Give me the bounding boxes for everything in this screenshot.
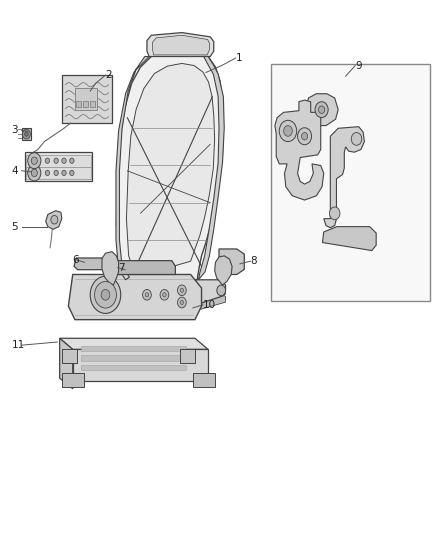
Polygon shape — [215, 256, 232, 285]
Bar — [271, 64, 430, 301]
Polygon shape — [62, 373, 84, 387]
Text: 4: 4 — [12, 166, 18, 176]
Bar — [75, 88, 97, 110]
Bar — [81, 356, 186, 361]
Text: 11: 11 — [12, 340, 25, 350]
Text: 9: 9 — [355, 61, 362, 70]
Polygon shape — [127, 63, 215, 277]
Polygon shape — [21, 128, 31, 140]
Circle shape — [217, 285, 226, 296]
Polygon shape — [68, 274, 201, 320]
Polygon shape — [113, 287, 226, 306]
Circle shape — [318, 106, 325, 114]
Circle shape — [90, 276, 121, 313]
Polygon shape — [60, 338, 73, 389]
Polygon shape — [275, 100, 324, 200]
Polygon shape — [73, 349, 208, 381]
Circle shape — [31, 169, 37, 176]
Polygon shape — [193, 373, 215, 387]
Polygon shape — [152, 35, 209, 55]
Polygon shape — [219, 249, 244, 274]
Circle shape — [351, 133, 362, 146]
Circle shape — [143, 289, 151, 300]
Circle shape — [70, 158, 74, 164]
Circle shape — [301, 133, 307, 140]
Polygon shape — [46, 211, 62, 229]
Circle shape — [45, 170, 49, 175]
Circle shape — [329, 207, 340, 220]
Circle shape — [177, 297, 186, 308]
Circle shape — [51, 215, 58, 224]
Text: 8: 8 — [251, 256, 257, 266]
Polygon shape — [60, 338, 208, 349]
Bar — [90, 101, 95, 107]
Circle shape — [145, 293, 149, 297]
Polygon shape — [198, 56, 224, 280]
Circle shape — [25, 132, 28, 136]
Polygon shape — [25, 152, 92, 181]
Text: 1: 1 — [236, 53, 242, 63]
Polygon shape — [112, 261, 175, 274]
Polygon shape — [62, 75, 112, 123]
Polygon shape — [113, 295, 226, 314]
Circle shape — [54, 170, 58, 175]
Circle shape — [180, 301, 184, 305]
Bar — [26, 167, 91, 179]
Circle shape — [160, 289, 169, 300]
Bar — [81, 365, 186, 370]
Text: 7: 7 — [118, 263, 124, 272]
Polygon shape — [102, 252, 119, 285]
Circle shape — [177, 285, 186, 296]
Text: 5: 5 — [12, 222, 18, 232]
Text: 10: 10 — [203, 300, 216, 310]
Circle shape — [180, 288, 184, 293]
Circle shape — [279, 120, 297, 142]
Polygon shape — [322, 227, 376, 251]
Circle shape — [315, 102, 328, 118]
Text: 6: 6 — [72, 255, 78, 265]
Polygon shape — [147, 33, 214, 56]
Circle shape — [297, 128, 311, 145]
Bar — [81, 346, 186, 351]
Circle shape — [162, 293, 166, 297]
Polygon shape — [117, 49, 223, 288]
Text: 2: 2 — [106, 70, 112, 80]
Polygon shape — [116, 56, 149, 280]
Circle shape — [45, 158, 49, 164]
Circle shape — [22, 130, 30, 139]
Circle shape — [54, 158, 58, 164]
Circle shape — [31, 157, 37, 165]
Circle shape — [28, 153, 41, 168]
Text: 3: 3 — [12, 125, 18, 135]
Circle shape — [284, 126, 292, 136]
Circle shape — [95, 281, 117, 308]
Circle shape — [101, 289, 110, 300]
Circle shape — [70, 170, 74, 175]
Polygon shape — [180, 349, 195, 362]
Polygon shape — [324, 127, 364, 228]
Circle shape — [28, 165, 41, 181]
Polygon shape — [62, 349, 77, 362]
Circle shape — [62, 170, 66, 175]
Polygon shape — [74, 258, 113, 270]
Bar — [26, 155, 91, 166]
Polygon shape — [305, 94, 338, 126]
Bar — [83, 101, 88, 107]
Polygon shape — [112, 280, 226, 309]
Circle shape — [62, 158, 66, 164]
Bar — [76, 101, 81, 107]
